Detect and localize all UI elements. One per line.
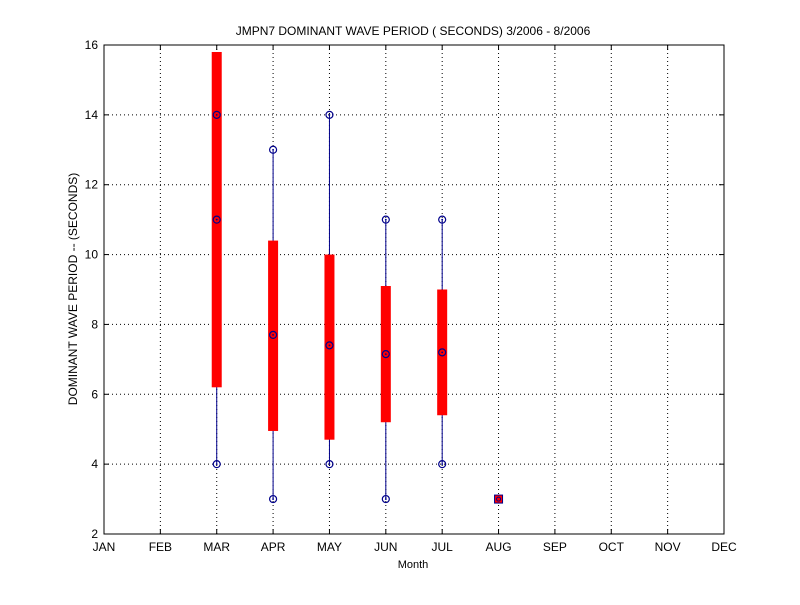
x-tick-label: JUN [374,540,397,554]
y-tick-label: 2 [91,527,98,541]
y-tick-label: 6 [91,387,98,401]
median-marker [438,348,447,357]
median-marker [381,350,390,359]
mean-marker [496,496,502,502]
min-marker [381,494,390,504]
median-marker-dot [441,351,444,354]
x-tick-label: JUL [432,540,454,554]
max-marker-dot [384,218,387,221]
median-marker [268,330,278,340]
box-aug [494,494,504,504]
min-marker-dot [384,498,387,500]
single-value-marker [494,494,504,504]
max-marker-dot [272,148,274,151]
max-marker [381,215,390,224]
max-marker-dot [215,113,218,116]
x-tick-label: AUG [486,540,512,554]
min-marker-dot [441,463,444,466]
box-jul [437,215,448,469]
interquartile-box [324,254,335,440]
x-tick-label: MAR [203,540,230,554]
median-marker-dot [272,334,274,336]
x-tick-label: SEP [543,540,567,554]
min-marker-dot [272,498,274,500]
x-tick-label: JAN [93,540,116,554]
box-jun [380,215,391,504]
min-marker-dot [328,463,331,466]
x-tick-label: DEC [711,540,737,554]
median-marker-dot [328,344,331,347]
min-marker [212,460,221,469]
x-axis-label: Month [398,559,429,571]
median-marker [212,215,221,224]
y-tick-label: 8 [91,317,98,331]
y-tick-label: 12 [85,178,99,192]
y-tick-label: 10 [85,248,99,262]
max-marker [268,145,278,154]
median-marker-dot [384,353,387,356]
min-marker-dot [215,463,218,466]
plot-frame [103,44,725,535]
box-mar [211,51,222,469]
x-tick-label: OCT [599,540,625,554]
max-marker [438,215,447,224]
box-apr [268,145,279,504]
y-axis-label: DOMINANT WAVE PERIOD -- (SECONDS) [66,173,80,405]
x-tick-label: FEB [149,540,172,554]
y-tick-label: 14 [85,108,99,122]
y-tick-label: 16 [85,38,99,52]
max-marker [325,110,334,119]
median-marker [325,341,334,350]
max-marker-dot [441,218,444,221]
min-marker [268,494,278,504]
box-may [324,110,335,469]
chart-title: JMPN7 DOMINANT WAVE PERIOD ( SECONDS) 3/… [236,24,591,38]
median-marker-dot [215,218,218,221]
y-tick-label: 4 [91,457,98,471]
max-marker-dot [328,113,331,116]
min-marker [438,460,447,469]
x-tick-label: MAY [317,540,342,554]
x-tick-label: APR [261,540,286,554]
x-tick-label: NOV [655,540,681,554]
max-marker [212,110,221,119]
min-marker [325,460,334,469]
